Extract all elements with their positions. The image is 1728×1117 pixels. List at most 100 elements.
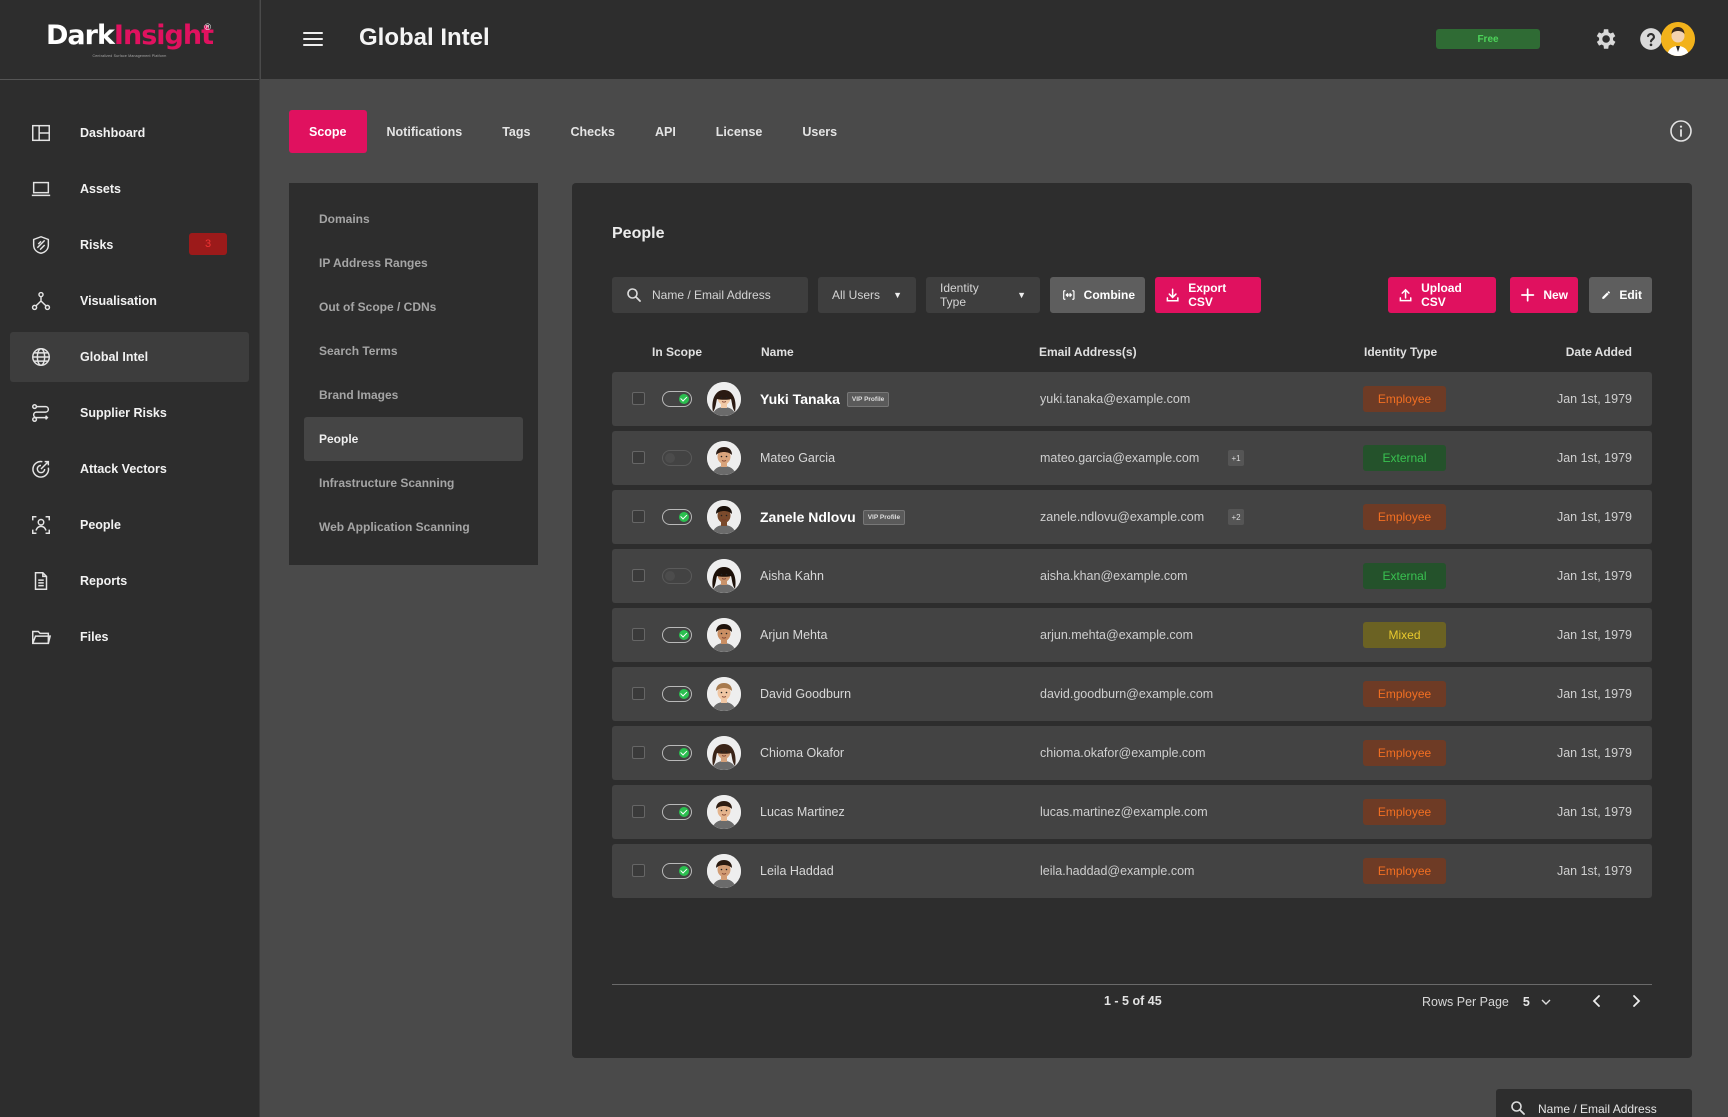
table-row[interactable]: David Goodburn david.goodburn@example.com… bbox=[612, 667, 1652, 721]
row-checkbox[interactable] bbox=[632, 569, 645, 582]
toggle-knob bbox=[679, 629, 689, 640]
all-users-dropdown[interactable]: All Users ▼ bbox=[818, 277, 916, 313]
in-scope-toggle[interactable] bbox=[662, 804, 692, 820]
upload-csv-button[interactable]: Upload CSV bbox=[1388, 277, 1496, 313]
row-checkbox[interactable] bbox=[632, 864, 645, 877]
subnav-item-search-terms[interactable]: Search Terms bbox=[319, 344, 398, 358]
subnav-item-web-application-scanning[interactable]: Web Application Scanning bbox=[319, 520, 470, 534]
column-date-added[interactable]: Date Added bbox=[1565, 345, 1632, 359]
help-icon[interactable] bbox=[1638, 26, 1664, 52]
sidebar-item-files[interactable]: Files bbox=[10, 612, 249, 662]
person-name[interactable]: Arjun Mehta bbox=[760, 608, 827, 662]
risk-count-badge: 3 bbox=[189, 233, 227, 255]
row-checkbox[interactable] bbox=[632, 451, 645, 464]
column-email[interactable]: Email Address(s) bbox=[1039, 345, 1137, 359]
row-checkbox[interactable] bbox=[632, 687, 645, 700]
combine-button[interactable]: Combine bbox=[1050, 277, 1145, 313]
person-email: leila.haddad@example.com bbox=[1040, 864, 1195, 878]
subnav-item-ip-address-ranges[interactable]: IP Address Ranges bbox=[319, 256, 428, 270]
sidebar-item-label: Assets bbox=[80, 182, 121, 196]
row-checkbox[interactable] bbox=[632, 628, 645, 641]
edit-button[interactable]: Edit bbox=[1589, 277, 1652, 313]
table-row[interactable]: Mateo Garcia mateo.garcia@example.com +1 Ex… bbox=[612, 431, 1652, 485]
sidebar-item-global-intel[interactable]: Global Intel bbox=[10, 332, 249, 382]
sidebar-item-assets[interactable]: Assets bbox=[10, 164, 249, 214]
info-icon[interactable] bbox=[1669, 119, 1693, 143]
additional-emails-badge[interactable]: +2 bbox=[1228, 509, 1244, 525]
search-field[interactable] bbox=[612, 277, 808, 313]
table-row[interactable]: Aisha Kahn aisha.khan@example.com External… bbox=[612, 549, 1652, 603]
table-row[interactable]: Lucas Martinez lucas.martinez@example.com… bbox=[612, 785, 1652, 839]
export-csv-label: Export CSV bbox=[1188, 281, 1227, 309]
brand-logo[interactable]: DarkInsight ® Centralized Surface Manage… bbox=[0, 0, 259, 80]
additional-emails-badge[interactable]: +1 bbox=[1228, 450, 1244, 466]
gear-icon[interactable] bbox=[1592, 26, 1618, 52]
rows-per-page-select[interactable]: 5 bbox=[1522, 995, 1530, 1009]
table-row[interactable]: Chioma Okafor chioma.okafor@example.com Em… bbox=[612, 726, 1652, 780]
person-name-text: Chioma Okafor bbox=[760, 746, 845, 760]
person-name[interactable]: Chioma Okafor bbox=[760, 726, 844, 780]
person-name[interactable]: Zanele Ndlovu VIP Profile bbox=[760, 490, 906, 544]
new-button[interactable]: New bbox=[1510, 277, 1578, 313]
subnav-item-out-of-scope-cdns[interactable]: Out of Scope / CDNs bbox=[319, 300, 437, 314]
toggle-knob bbox=[679, 688, 689, 699]
table-row[interactable]: Yuki Tanaka VIP Profile yuki.tanaka@exampl… bbox=[612, 372, 1652, 426]
tab-checks[interactable]: Checks bbox=[570, 124, 615, 139]
tab-api[interactable]: API bbox=[654, 124, 676, 139]
download-icon bbox=[1166, 288, 1179, 302]
dashboard-icon bbox=[30, 122, 52, 144]
person-name[interactable]: Aisha Kahn bbox=[760, 549, 824, 603]
in-scope-toggle[interactable] bbox=[662, 450, 692, 466]
subnav-item-brand-images[interactable]: Brand Images bbox=[319, 388, 399, 402]
search-input[interactable] bbox=[652, 288, 792, 302]
sidebar-item-attack-vectors[interactable]: Attack Vectors bbox=[10, 444, 249, 494]
floating-search-field[interactable]: Name / Email Address bbox=[1496, 1089, 1692, 1117]
tab-notifications[interactable]: Notifications bbox=[386, 124, 463, 139]
person-name[interactable]: Yuki Tanaka VIP Profile bbox=[760, 372, 890, 426]
row-checkbox[interactable] bbox=[632, 805, 645, 818]
in-scope-toggle[interactable] bbox=[662, 745, 692, 761]
subnav-item-people[interactable]: People bbox=[304, 417, 523, 461]
column-name[interactable]: Name bbox=[761, 345, 794, 359]
in-scope-toggle[interactable] bbox=[662, 391, 692, 407]
in-scope-toggle[interactable] bbox=[662, 568, 692, 584]
tab-license[interactable]: License bbox=[715, 124, 763, 139]
table-row[interactable]: Leila Haddad leila.haddad@example.com Empl… bbox=[612, 844, 1652, 898]
person-name[interactable]: David Goodburn bbox=[760, 667, 851, 721]
subnav-item-infrastructure-scanning[interactable]: Infrastructure Scanning bbox=[319, 476, 455, 490]
sidebar-item-visualisation[interactable]: Visualisation bbox=[10, 276, 249, 326]
tab-tags[interactable]: Tags bbox=[502, 124, 531, 139]
person-name[interactable]: Mateo Garcia bbox=[760, 431, 835, 485]
sidebar-item-reports[interactable]: Reports bbox=[10, 556, 249, 606]
in-scope-toggle[interactable] bbox=[662, 686, 692, 702]
tab-users[interactable]: Users bbox=[802, 124, 838, 139]
sidebar-item-dashboard[interactable]: Dashboard bbox=[10, 108, 249, 158]
hamburger-menu-button[interactable] bbox=[303, 27, 323, 51]
person-name[interactable]: Lucas Martinez bbox=[760, 785, 845, 839]
previous-page-button[interactable] bbox=[1589, 993, 1605, 1009]
in-scope-toggle[interactable] bbox=[662, 863, 692, 879]
person-name[interactable]: Leila Haddad bbox=[760, 844, 834, 898]
tab-scope[interactable]: Scope bbox=[289, 110, 367, 153]
subnav-item-domains[interactable]: Domains bbox=[319, 212, 370, 226]
identity-type-dropdown[interactable]: Identity Type ▼ bbox=[926, 277, 1040, 313]
sidebar-item-supplier-risks[interactable]: Supplier Risks bbox=[10, 388, 249, 438]
next-page-button[interactable] bbox=[1628, 993, 1644, 1009]
chevron-down-icon[interactable] bbox=[1540, 996, 1552, 1008]
in-scope-toggle[interactable] bbox=[662, 509, 692, 525]
row-checkbox[interactable] bbox=[632, 510, 645, 523]
column-in-scope[interactable]: In Scope bbox=[652, 345, 703, 359]
plus-icon bbox=[1521, 288, 1535, 302]
sidebar-item-risks[interactable]: Risks 3 bbox=[10, 220, 249, 270]
table-row[interactable]: Zanele Ndlovu VIP Profile zanele.ndlovu@ex… bbox=[612, 490, 1652, 544]
in-scope-toggle[interactable] bbox=[662, 627, 692, 643]
sidebar-item-people[interactable]: People bbox=[10, 500, 249, 550]
person-name-text: Aisha Kahn bbox=[760, 569, 824, 583]
column-identity-type[interactable]: Identity Type bbox=[1364, 345, 1438, 359]
table-row[interactable]: Arjun Mehta arjun.mehta@example.com Mixed J… bbox=[612, 608, 1652, 662]
export-csv-button[interactable]: Export CSV bbox=[1155, 277, 1261, 313]
row-checkbox[interactable] bbox=[632, 746, 645, 759]
user-avatar[interactable] bbox=[1661, 22, 1695, 56]
sidebar-item-label: Files bbox=[80, 630, 109, 644]
row-checkbox[interactable] bbox=[632, 392, 645, 405]
